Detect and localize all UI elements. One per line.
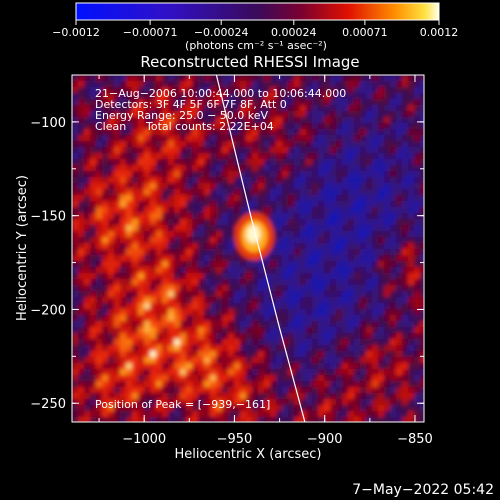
chart-title: Reconstructed RHESSI Image	[140, 53, 359, 71]
x-tick-label: −900	[307, 432, 343, 447]
colorbar-tick-label: −0.0012	[52, 26, 100, 39]
x-axis-ticks: −1000 −950 −900 −850	[98, 75, 433, 447]
colorbar-units-label: (photons cm⁻² s⁻¹ asec⁻²)	[185, 39, 327, 52]
plot-frame	[71, 74, 425, 423]
y-tick-label: −250	[30, 397, 66, 412]
colorbar	[75, 2, 440, 21]
annotation-time-range: 21−Aug−2006 10:00:44.000 to 10:06:44.000	[95, 87, 346, 100]
colorbar-tick-label: 0.00071	[342, 26, 388, 39]
annotation-clean: Clean	[95, 120, 126, 133]
colorbar-tick-label: 0.00024	[271, 26, 317, 39]
x-tick-label: −850	[397, 432, 433, 447]
heatmap-image	[72, 75, 424, 422]
colorbar-tick-label: 0.0012	[420, 26, 459, 39]
colorbar-tick-label: −0.00071	[123, 26, 178, 39]
y-axis-ticks: −100 −150 −200 −250	[30, 74, 424, 412]
colorbar-tick-label: −0.00024	[194, 26, 249, 39]
y-tick-label: −100	[30, 116, 66, 131]
annotation-detectors: Detectors: 3F 4F 5F 6F 7F 8F, Att 0	[95, 98, 287, 111]
annotation-peak-position: Position of Peak = [−939,−161]	[95, 398, 270, 411]
solar-limb-line	[215, 75, 306, 422]
y-tick-label: −150	[30, 210, 66, 225]
annotation-energy: Energy Range: 25.0 − 50.0 keV	[95, 109, 269, 122]
x-tick-label: −950	[217, 432, 253, 447]
x-tick-label: −1000	[122, 432, 166, 447]
x-axis-label: Heliocentric X (arcsec)	[175, 447, 322, 462]
annotation-total-counts: Total counts: 2.22E+04	[145, 120, 274, 133]
colorbar-ticks: −0.0012 −0.00071 −0.00024 0.00024 0.00071 0.0…	[52, 20, 458, 39]
footer-date: 7−May−2022 05:42	[352, 482, 494, 498]
y-tick-label: −200	[30, 303, 66, 318]
y-axis-label: Heliocentric Y (arcsec)	[15, 175, 30, 321]
